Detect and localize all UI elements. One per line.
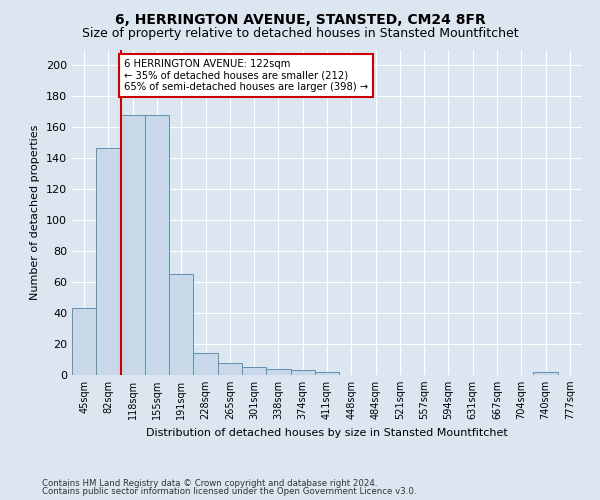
Bar [533,372,558,375]
Bar [242,368,266,375]
Bar [218,362,242,375]
Bar [315,372,339,375]
Y-axis label: Number of detached properties: Number of detached properties [31,125,40,300]
Text: 6, HERRINGTON AVENUE, STANSTED, CM24 8FR: 6, HERRINGTON AVENUE, STANSTED, CM24 8FR [115,12,485,26]
Text: Contains HM Land Registry data © Crown copyright and database right 2024.: Contains HM Land Registry data © Crown c… [42,478,377,488]
Bar [193,354,218,375]
Bar [169,274,193,375]
Bar [72,308,96,375]
Bar [290,370,315,375]
Text: Contains public sector information licensed under the Open Government Licence v3: Contains public sector information licen… [42,487,416,496]
Bar [266,369,290,375]
Bar [96,148,121,375]
Text: 6 HERRINGTON AVENUE: 122sqm
← 35% of detached houses are smaller (212)
65% of se: 6 HERRINGTON AVENUE: 122sqm ← 35% of det… [124,60,368,92]
Bar [121,115,145,375]
Bar [145,115,169,375]
X-axis label: Distribution of detached houses by size in Stansted Mountfitchet: Distribution of detached houses by size … [146,428,508,438]
Text: Size of property relative to detached houses in Stansted Mountfitchet: Size of property relative to detached ho… [82,28,518,40]
